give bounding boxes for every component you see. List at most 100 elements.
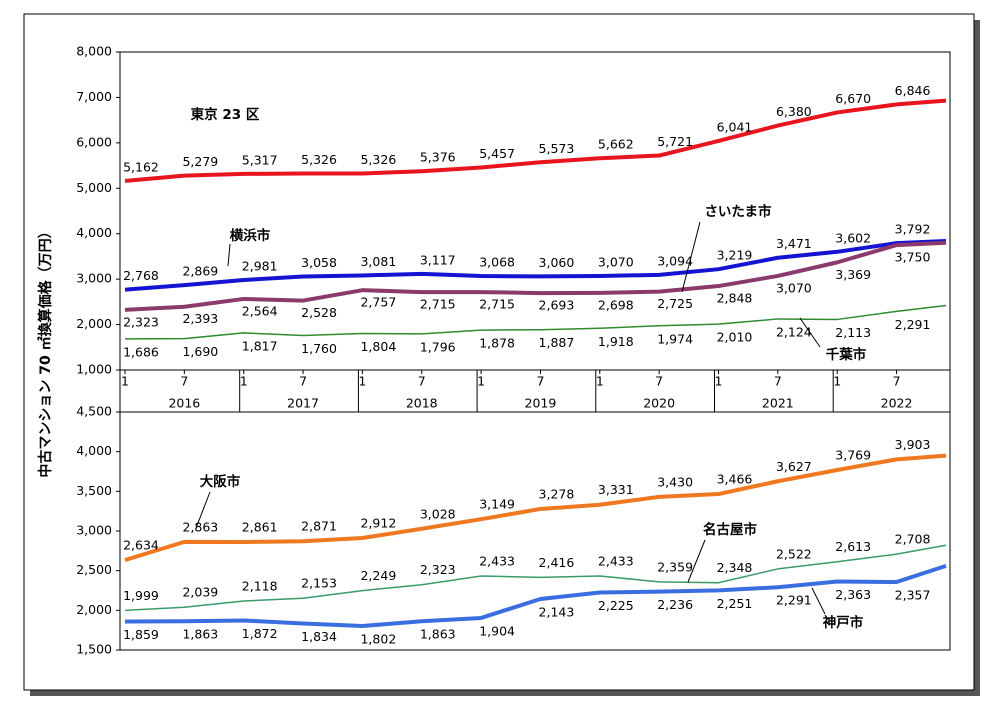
- y-tick-label: 4,500: [76, 404, 112, 419]
- value-label: 2,912: [360, 515, 396, 530]
- y-tick-label: 3,000: [76, 271, 112, 286]
- y-tick-label: 7,000: [76, 89, 112, 104]
- value-label: 2,010: [717, 330, 753, 345]
- value-label: 1,796: [420, 339, 456, 354]
- value-label: 5,662: [598, 137, 634, 152]
- y-tick-label: 4,000: [76, 225, 112, 240]
- value-label: 3,602: [835, 230, 871, 245]
- value-label: 3,068: [479, 255, 515, 270]
- x-tick-label: 1: [477, 374, 485, 389]
- value-label: 1,863: [420, 627, 456, 642]
- year-label: 2020: [643, 396, 675, 411]
- y-tick-label: 3,500: [76, 483, 112, 498]
- value-label: 3,117: [420, 252, 456, 267]
- year-label: 2022: [881, 396, 913, 411]
- value-label: 2,768: [123, 268, 159, 283]
- value-label: 2,249: [360, 568, 396, 583]
- value-label: 2,143: [539, 604, 575, 619]
- value-label: 2,433: [598, 553, 634, 568]
- value-label: 2,118: [242, 578, 278, 593]
- value-label: 2,357: [895, 588, 931, 603]
- value-label: 2,528: [301, 305, 337, 320]
- value-label: 5,279: [182, 154, 218, 169]
- x-tick-label: 1: [833, 374, 841, 389]
- year-label: 2021: [762, 396, 794, 411]
- value-label: 3,028: [420, 506, 456, 521]
- x-tick-label: 7: [893, 374, 901, 389]
- value-label: 2,981: [242, 259, 278, 274]
- value-label: 3,466: [717, 472, 753, 487]
- value-label: 5,326: [301, 152, 337, 167]
- year-label: 2018: [406, 396, 438, 411]
- value-label: 2,323: [123, 314, 159, 329]
- value-label: 2,251: [717, 596, 753, 611]
- y-axis-label: 中古マンション 70 ㎡換算価格（万円）: [37, 224, 54, 477]
- x-tick-label: 7: [655, 374, 663, 389]
- value-label: 1,690: [182, 344, 218, 359]
- value-label: 2,363: [835, 587, 871, 602]
- value-label: 2,869: [182, 264, 218, 279]
- value-label: 1,804: [360, 339, 396, 354]
- y-tick-label: 6,000: [76, 134, 112, 149]
- leader-line: [811, 587, 826, 615]
- y-tick-label: 4,000: [76, 443, 112, 458]
- value-label: 3,070: [598, 254, 634, 269]
- x-tick-label: 7: [299, 374, 307, 389]
- y-tick-label: 1,500: [76, 642, 112, 657]
- series-name: 東京 23 区: [191, 106, 260, 123]
- series-name: 大阪市: [200, 473, 241, 490]
- y-tick-label: 8,000: [76, 44, 112, 59]
- value-label: 1,863: [182, 627, 218, 642]
- value-label: 3,331: [598, 482, 634, 497]
- value-label: 6,041: [717, 119, 753, 134]
- value-label: 5,457: [479, 146, 515, 161]
- year-label: 2017: [287, 396, 319, 411]
- value-label: 2,564: [242, 303, 278, 318]
- value-label: 3,058: [301, 255, 337, 270]
- value-label: 3,903: [895, 437, 931, 452]
- value-label: 2,693: [539, 298, 575, 313]
- value-label: 2,861: [242, 520, 278, 535]
- value-label: 2,757: [360, 295, 396, 310]
- x-tick-label: 7: [418, 374, 426, 389]
- value-label: 2,715: [479, 297, 515, 312]
- value-label: 3,430: [657, 474, 693, 489]
- value-label: 3,060: [539, 255, 575, 270]
- value-label: 1,760: [301, 341, 337, 356]
- x-tick-label: 1: [358, 374, 366, 389]
- series-line: [124, 544, 947, 612]
- value-label: 1,872: [242, 626, 278, 641]
- series-name: 千葉市: [826, 346, 867, 363]
- value-label: 2,848: [717, 291, 753, 306]
- value-label: 1,887: [539, 335, 575, 350]
- value-label: 3,070: [776, 280, 812, 295]
- value-label: 1,974: [657, 331, 693, 346]
- leader-line: [799, 317, 821, 348]
- value-label: 2,348: [717, 560, 753, 575]
- x-tick-label: 1: [240, 374, 248, 389]
- y-tick-label: 1,000: [76, 362, 112, 377]
- value-label: 1,918: [598, 334, 634, 349]
- x-tick-label: 1: [596, 374, 604, 389]
- x-tick-label: 7: [774, 374, 782, 389]
- value-label: 2,715: [420, 297, 456, 312]
- value-label: 2,291: [895, 317, 931, 332]
- value-label: 2,433: [479, 553, 515, 568]
- value-label: 2,522: [776, 546, 812, 561]
- frame: [23, 13, 975, 691]
- value-label: 3,149: [479, 497, 515, 512]
- year-label: 2016: [168, 396, 200, 411]
- value-label: 5,721: [657, 134, 693, 149]
- value-label: 2,113: [835, 325, 871, 340]
- value-label: 2,291: [776, 593, 812, 608]
- value-label: 3,750: [895, 250, 931, 265]
- x-tick-label: 1: [121, 374, 129, 389]
- leader-line: [227, 243, 231, 267]
- y-tick-label: 3,000: [76, 523, 112, 538]
- series-line: [124, 453, 947, 562]
- value-label: 3,627: [776, 459, 812, 474]
- value-label: 2,698: [598, 297, 634, 312]
- x-tick-label: 7: [180, 374, 188, 389]
- y-tick-label: 2,500: [76, 562, 112, 577]
